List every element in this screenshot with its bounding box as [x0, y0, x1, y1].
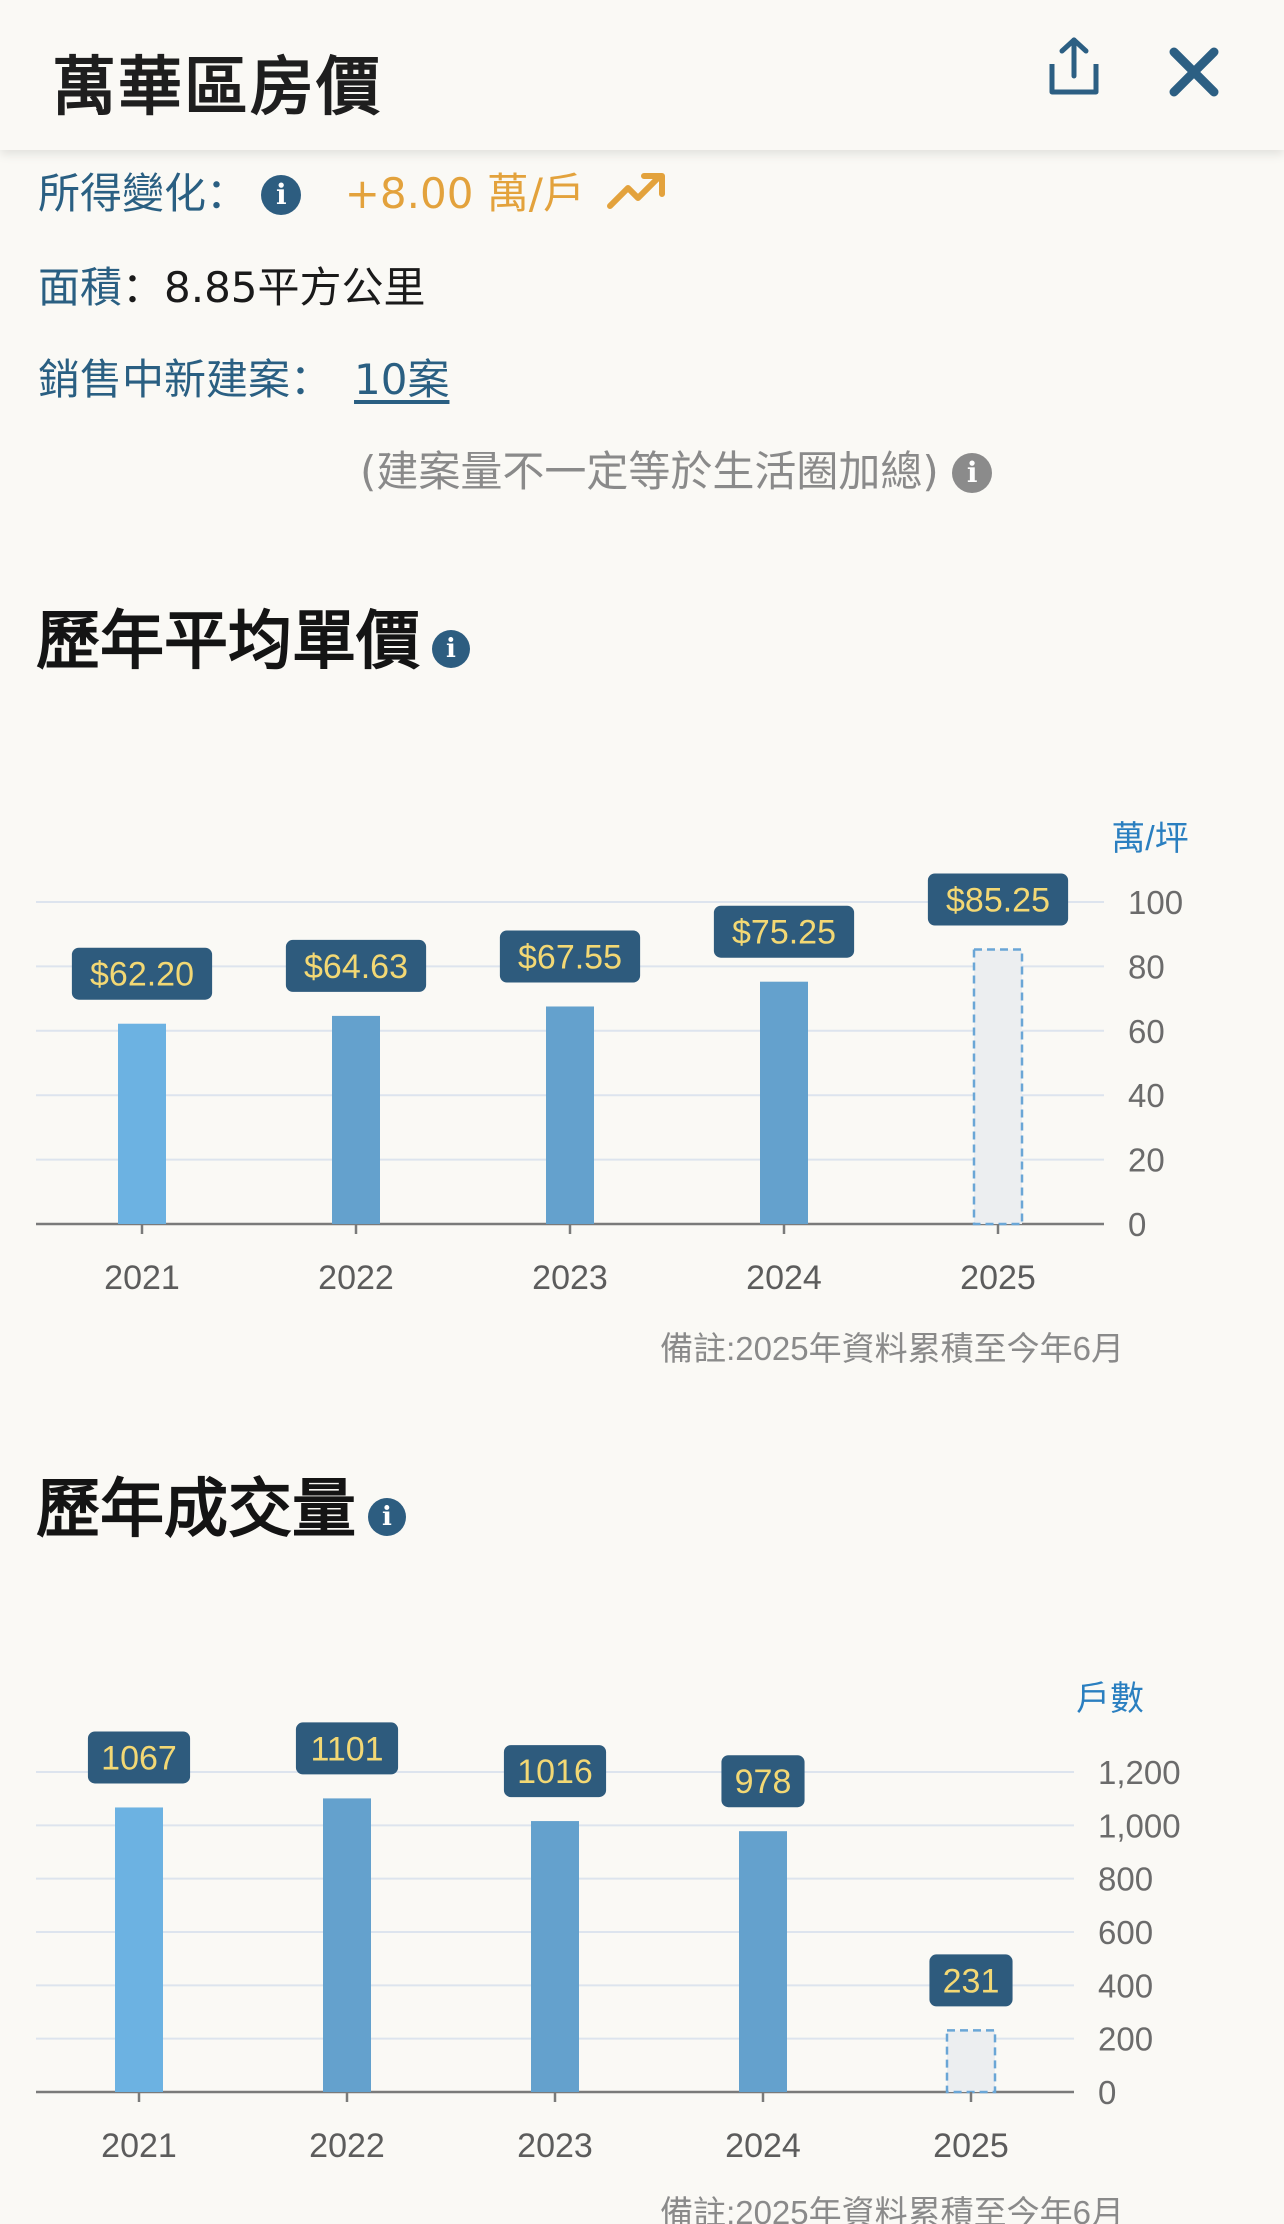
info-icon[interactable]: i [368, 1498, 406, 1536]
data-label: $67.55 [518, 938, 622, 976]
x-tick-label: 2024 [725, 2127, 801, 2165]
x-tick-label: 2021 [104, 1259, 180, 1297]
data-label: $85.25 [946, 881, 1050, 919]
y-tick-label: 0 [1098, 2074, 1116, 2111]
y-tick-label: 0 [1128, 1206, 1146, 1243]
bar [760, 981, 808, 1224]
trending-up-icon [607, 173, 666, 209]
volume-chart: 戶數 0 200 400 600 800 1,000 1,200 2021 1067 2022 110… [36, 1680, 1181, 2224]
data-label: 231 [943, 1962, 1000, 2000]
income-change-row: 所得變化： i +8.00 萬/戶 [38, 160, 668, 221]
data-label: $62.20 [90, 956, 194, 994]
y-unit-label: 戶數 [1076, 1680, 1144, 1718]
y-tick-label: 400 [1098, 1967, 1153, 2004]
bar [546, 1006, 594, 1224]
close-icon[interactable] [1166, 44, 1222, 100]
price-title-text: 歷年平均單價 [36, 605, 420, 679]
bar-partial [945, 2029, 997, 2094]
x-tick-label: 2025 [960, 1259, 1036, 1297]
y-tick-label: 800 [1098, 1861, 1153, 1898]
price-section-title: 歷年平均單價 i [36, 590, 470, 682]
chart-footnote: 備註:2025年資料累積至今年6月 [660, 1330, 1124, 1367]
bar [739, 1831, 787, 2092]
y-tick-label: 200 [1098, 2021, 1153, 2058]
bar [115, 1807, 163, 2092]
y-tick-label: 20 [1128, 1142, 1165, 1179]
volume-title-text: 歷年成交量 [36, 1473, 356, 1547]
y-tick-label: 80 [1128, 948, 1165, 985]
income-change-label: 所得變化： [38, 169, 249, 218]
data-label-badge [295, 1722, 399, 1775]
info-icon[interactable]: i [952, 453, 993, 493]
data-label: $75.25 [732, 914, 836, 952]
data-label: $64.63 [304, 948, 408, 986]
data-label-badge [285, 939, 427, 992]
data-label: 978 [735, 1763, 792, 1801]
projects-note-text: (建案量不一定等於生活圈加總) [360, 447, 939, 496]
data-label: 1016 [517, 1753, 593, 1791]
y-tick-label: 1,200 [1098, 1754, 1181, 1791]
data-label-badge [929, 1954, 1013, 2007]
y-tick-label: 600 [1098, 1914, 1153, 1951]
data-label-badge [71, 947, 213, 1000]
price-chart: 萬/坪 0 20 40 60 80 100 2021 $62.20 2022 $64.63 2023 $… [36, 820, 1189, 1367]
projects-note: (建案量不一定等於生活圈加總) i [360, 438, 993, 499]
projects-row: 銷售中新建案： 10案 [38, 346, 449, 407]
y-tick-label: 1,000 [1098, 1807, 1181, 1844]
y-tick-label: 40 [1128, 1077, 1165, 1114]
x-tick-label: 2022 [318, 1259, 394, 1297]
data-label-badge [721, 1755, 805, 1808]
data-label-badge [499, 930, 641, 983]
data-label-badge [503, 1745, 607, 1798]
page-title: 萬華區房價 [52, 51, 382, 125]
x-tick-label: 2021 [101, 2127, 177, 2165]
y-tick-label: 100 [1128, 884, 1183, 921]
y-unit-label: 萬/坪 [1111, 820, 1188, 858]
volume-section-title: 歷年成交量 i [36, 1458, 406, 1550]
header-bar: 萬華區房價 [0, 0, 1284, 150]
data-label-badge [927, 873, 1069, 926]
x-tick-label: 2023 [532, 1259, 608, 1297]
data-label: 1067 [101, 1739, 177, 1777]
chart-footnote: 備註:2025年資料累積至今年6月 [660, 2194, 1124, 2224]
bar [332, 1015, 380, 1224]
area-label: 面積 [38, 263, 123, 312]
data-label-badge [87, 1731, 191, 1784]
bar [531, 1821, 579, 2092]
income-change-value: +8.00 萬/戶 [344, 169, 585, 218]
projects-count-link[interactable]: 10案 [354, 355, 450, 404]
x-tick-label: 2024 [746, 1259, 822, 1297]
x-tick-label: 2023 [517, 2127, 593, 2165]
data-label-badge [713, 905, 855, 958]
area-value: ：8.85平方公里 [122, 263, 426, 312]
share-icon[interactable] [1040, 36, 1108, 98]
info-icon[interactable]: i [432, 630, 470, 668]
x-tick-label: 2022 [309, 2127, 385, 2165]
x-tick-label: 2025 [933, 2127, 1009, 2165]
bar [323, 1798, 371, 2092]
bar-partial [972, 948, 1024, 1226]
info-icon[interactable]: i [261, 175, 302, 215]
area-row: 面積：8.85平方公里 [38, 254, 426, 315]
projects-label: 銷售中新建案： [38, 355, 333, 404]
data-label: 1101 [310, 1730, 383, 1768]
bar [118, 1023, 166, 1224]
y-tick-label: 60 [1128, 1013, 1165, 1050]
